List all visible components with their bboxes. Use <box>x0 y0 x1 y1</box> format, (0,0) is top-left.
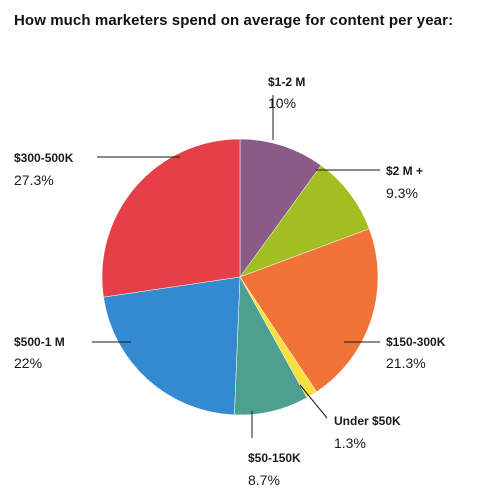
slice-value-50-150k: 8.7% <box>248 472 280 488</box>
slice-value-500-1-m: 22% <box>14 355 42 371</box>
slice-label-300-500k: $300-500K <box>14 151 74 165</box>
leader-lines <box>92 95 380 438</box>
pie-slice-300-500k <box>101 138 241 298</box>
slice-label-under-50k: Under $50K <box>334 414 401 428</box>
slice-value-2-m-plus: 9.3% <box>386 185 418 201</box>
slice-labels: $1-2 M 10% $2 M + 9.3% $150-300K 21.3% Under $… <box>14 75 446 488</box>
leader-line-under-50k <box>299 384 328 419</box>
slice-label-2-m-plus: $2 M + <box>386 164 423 178</box>
slice-label-50-150k: $50-150K <box>248 451 301 465</box>
pie-slice-150-300k <box>239 228 379 393</box>
pie-slice-2-m-plus <box>239 165 370 278</box>
slice-label-1-2-m: $1-2 M <box>268 75 305 89</box>
slice-value-300-500k: 27.3% <box>14 172 54 188</box>
slice-value-under-50k: 1.3% <box>334 435 366 451</box>
pie-slice-1-2-m <box>239 138 322 278</box>
slice-label-500-1-m: $500-1 M <box>14 335 65 349</box>
slice-value-1-2-m: 10% <box>268 95 296 111</box>
pie-slices <box>101 138 379 416</box>
slice-value-150-300k: 21.3% <box>386 355 426 371</box>
pie-slice-500-1-m <box>103 276 241 416</box>
slice-label-150-300k: $150-300K <box>386 335 446 349</box>
chart-title: How much marketers spend on average for … <box>14 12 454 29</box>
